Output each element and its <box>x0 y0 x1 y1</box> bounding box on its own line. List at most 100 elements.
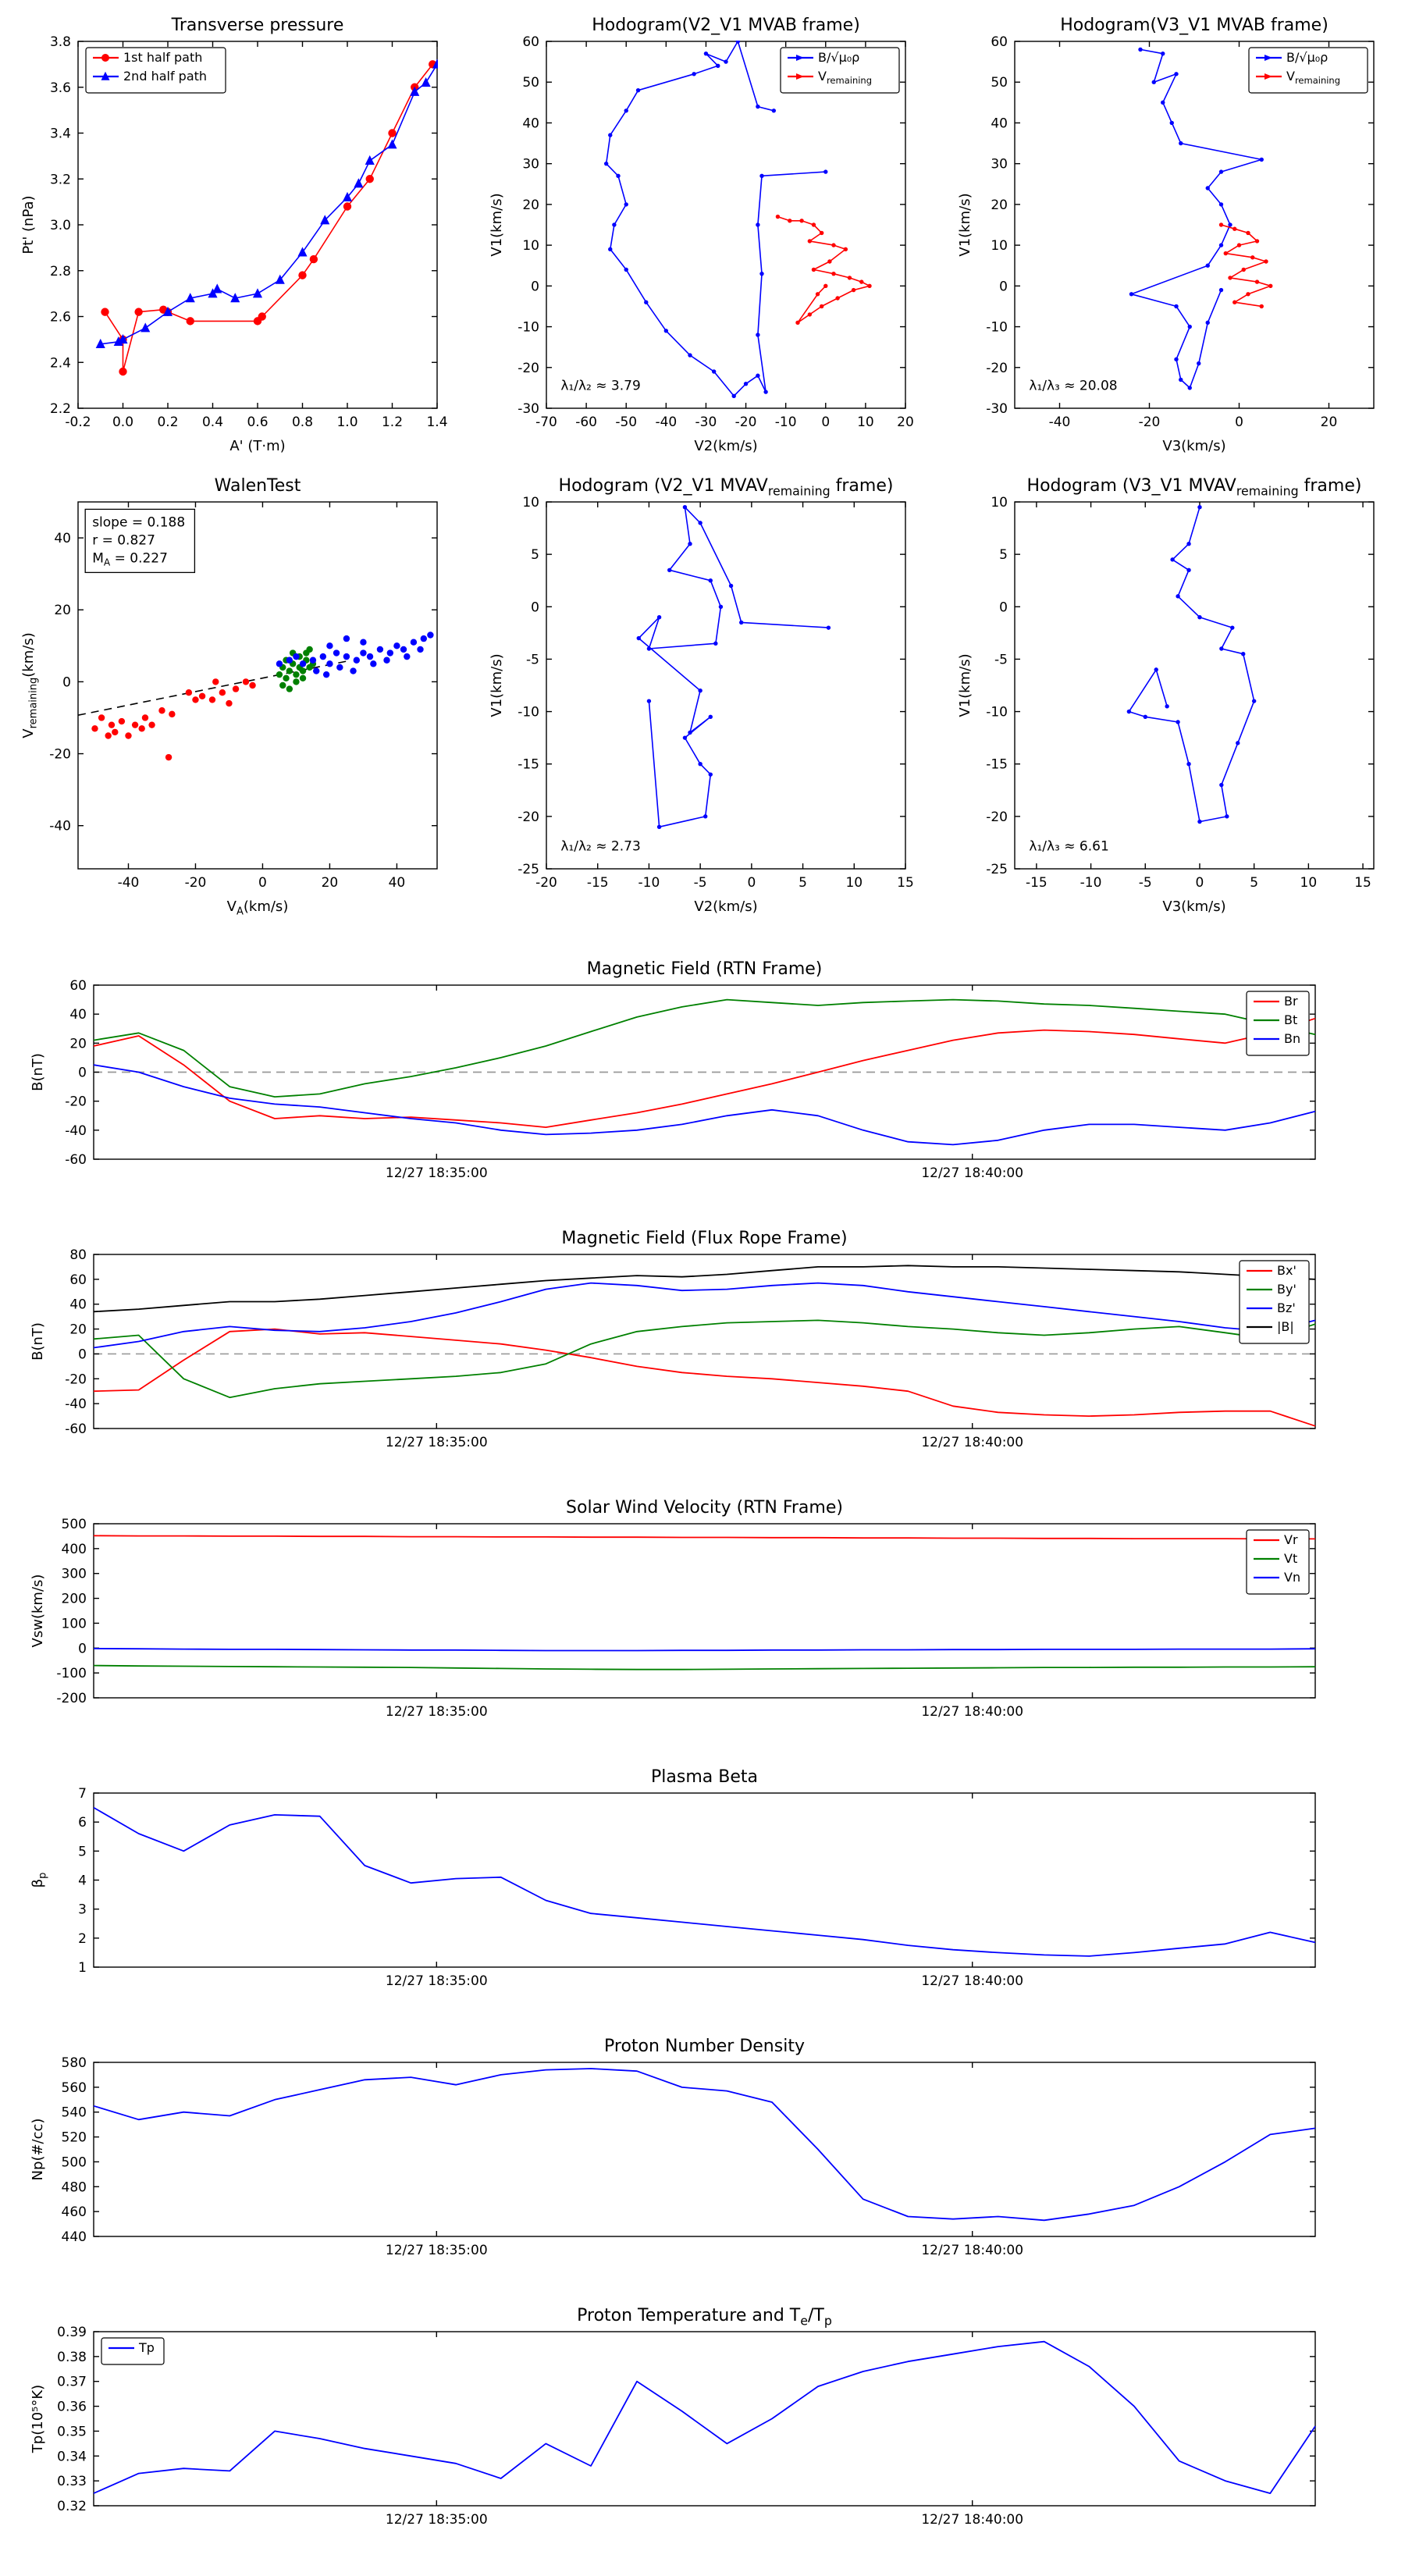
x-axis-label: V3(km/s) <box>1162 438 1225 454</box>
plot-area <box>95 59 438 376</box>
y-axis-label: B(nT) <box>30 1053 46 1091</box>
x-axis-label: A' (T·m) <box>229 438 285 454</box>
plot-area <box>93 1806 1316 1957</box>
x-tick-label: 0.2 <box>157 415 178 430</box>
axes-hodogram-v2v1-mvav: -20 -15 -10 -5 0 5 10 15-25-20-15-10-50510Hodog… <box>489 476 914 915</box>
series-Vremaining <box>1218 222 1273 309</box>
legend: B/√μ₀ρ Vremaining <box>780 47 900 94</box>
series-plasma-beta-0 <box>93 1806 1316 1957</box>
y-tick-label: 460 <box>62 2204 87 2220</box>
plot-area <box>603 41 872 399</box>
legend-label: Vremaining <box>1286 69 1340 86</box>
x-tick-label: -0.2 <box>65 415 91 430</box>
axes-walen-test: -40 -20 0 20 40 -40 -20 0 20 40 WalenTest VA(km/s) V… <box>20 476 438 917</box>
legend: 1st half path 2nd half path <box>85 47 226 94</box>
legend-label: Vr <box>1284 1532 1298 1547</box>
chart-plasma-beta: 12/27 18:35:00 12/27 18:40:00 1 2 3 4 5 6 7 Plasm… <box>30 1767 1316 1989</box>
legend: B/√μ₀ρ Vremaining <box>1248 47 1368 94</box>
y-tick-label: 0.36 <box>57 2400 87 2415</box>
y-tick-label: -100 <box>56 1666 87 1681</box>
y-tick-label: 0 <box>78 1347 87 1362</box>
x-axis-label: V2(km/s) <box>694 438 757 454</box>
x-tick-label: 0.8 <box>292 415 313 430</box>
y-tick-label: 4 <box>78 1873 87 1889</box>
subplot-row-2: -40 -20 0 20 40 -40 -20 0 20 40 WalenTest VA(km/s) V… <box>0 467 1405 927</box>
x-tick-label: 12/27 18:35:00 <box>386 2243 488 2258</box>
y-tick-label: 40 <box>69 1007 87 1023</box>
y-tick-label: 3 <box>78 1902 87 1918</box>
axes-proton-temperature: 12/27 18:35:00 12/27 18:40:00 0.32 0.33 0.34… <box>30 2306 1316 2528</box>
y-tick-label: -10 <box>518 320 539 336</box>
y-tick-label: 0 <box>999 279 1008 294</box>
y-axis-label: Vremaining(km/s) <box>20 632 39 738</box>
y-tick-label: -40 <box>65 1123 87 1139</box>
plot-area <box>1126 505 1257 824</box>
x-tick-label: 12/27 18:40:00 <box>921 2512 1023 2528</box>
y-tick-label: 3.2 <box>50 172 71 187</box>
x-tick-label: -15 <box>1026 875 1048 891</box>
stats-line: r = 0.827 <box>92 532 155 548</box>
axes-plasma-beta: 12/27 18:35:00 12/27 18:40:00 1 2 3 4 5 6 7 Plasm… <box>30 1767 1316 1989</box>
series-Vremaining <box>775 214 872 326</box>
x-tick-label: -70 <box>535 415 557 430</box>
x-tick-label: -40 <box>655 415 677 430</box>
y-tick-label: 50 <box>522 75 539 91</box>
chart-hodogram-v3v1-mvab: -40 -20 0 20 -30 -20 -10 0 10 20 30 40 50 60 Hodogram(… <box>957 16 1375 454</box>
y-tick-label: 60 <box>69 1272 87 1288</box>
y-tick-label: -30 <box>986 401 1008 417</box>
legend-label: By' <box>1277 1282 1297 1297</box>
stats-textbox <box>84 508 196 574</box>
y-tick-label: 10 <box>991 238 1008 254</box>
y-tick-label: -20 <box>65 1372 87 1387</box>
y-tick-label: 10 <box>991 495 1008 511</box>
series-Bt <box>93 998 1316 1098</box>
x-tick-label: 0 <box>258 875 267 891</box>
y-tick-label: 7 <box>78 1786 87 1802</box>
chart-title: Magnetic Field (RTN Frame) <box>587 959 823 979</box>
series-Bn <box>93 1064 1316 1146</box>
y-tick-label: 480 <box>62 2179 87 2195</box>
y-tick-label: 560 <box>62 2080 87 2096</box>
y-tick-label: -10 <box>986 320 1008 336</box>
chart-title: Plasma Beta <box>651 1767 758 1787</box>
x-axis-label: VA(km/s) <box>227 898 289 917</box>
x-tick-label: -5 <box>1139 875 1152 891</box>
x-tick-label: 12/27 18:40:00 <box>921 2243 1023 2258</box>
x-tick-label: 5 <box>1250 875 1258 891</box>
y-tick-label: -20 <box>518 809 539 825</box>
y-tick-label: 2.4 <box>50 355 71 371</box>
y-axis-label: B(nT) <box>30 1322 46 1361</box>
y-tick-label: 60 <box>522 34 539 50</box>
y-tick-label: 3.0 <box>50 218 71 233</box>
plot-area <box>93 998 1316 1146</box>
x-tick-label: -30 <box>695 415 717 430</box>
series-B <box>93 1265 1316 1313</box>
y-tick-label: 100 <box>62 1616 87 1631</box>
y-tick-label: 60 <box>69 978 87 994</box>
axes-magnetic-field-flux-rope: 12/27 18:35:00 12/27 18:40:00 -60 -40 -20 0 20… <box>30 1229 1316 1450</box>
y-tick-label: -60 <box>65 1421 87 1437</box>
chart-walen-test: -40 -20 0 20 40 -40 -20 0 20 40 WalenTest VA(km/s) V… <box>20 476 438 917</box>
y-tick-label: 30 <box>991 157 1008 173</box>
y-tick-label: 2.6 <box>50 310 71 326</box>
plot-area <box>636 505 831 829</box>
x-tick-label: 1.2 <box>382 415 403 430</box>
y-tick-label: 0.37 <box>57 2375 87 2390</box>
y-tick-label: 3.4 <box>50 126 71 142</box>
plot-area <box>1129 47 1273 390</box>
chart-magnetic-field-flux-rope: 12/27 18:35:00 12/27 18:40:00 -60 -40 -20 0 20… <box>30 1229 1316 1450</box>
y-tick-label: 0.39 <box>57 2325 87 2340</box>
y-tick-label: 5 <box>78 1844 87 1859</box>
legend-label: Vn <box>1284 1570 1300 1585</box>
y-tick-label: 5 <box>999 547 1008 563</box>
y-tick-label: -60 <box>65 1152 87 1168</box>
chart-title: Hodogram(V2_V1 MVAB frame) <box>592 16 860 35</box>
x-tick-label: 10 <box>857 415 874 430</box>
stats-line: slope = 0.188 <box>92 514 185 530</box>
y-tick-label: 2 <box>78 1931 87 1947</box>
y-tick-label: 0 <box>999 600 1008 615</box>
x-tick-label: -5 <box>694 875 707 891</box>
x-tick-label: 0 <box>1235 415 1243 430</box>
axes-hodogram-v3v1-mvab: -40 -20 0 20 -30 -20 -10 0 10 20 30 40 50 60 Hodogram(… <box>957 16 1375 454</box>
x-tick-label: 12/27 18:40:00 <box>921 1165 1023 1181</box>
